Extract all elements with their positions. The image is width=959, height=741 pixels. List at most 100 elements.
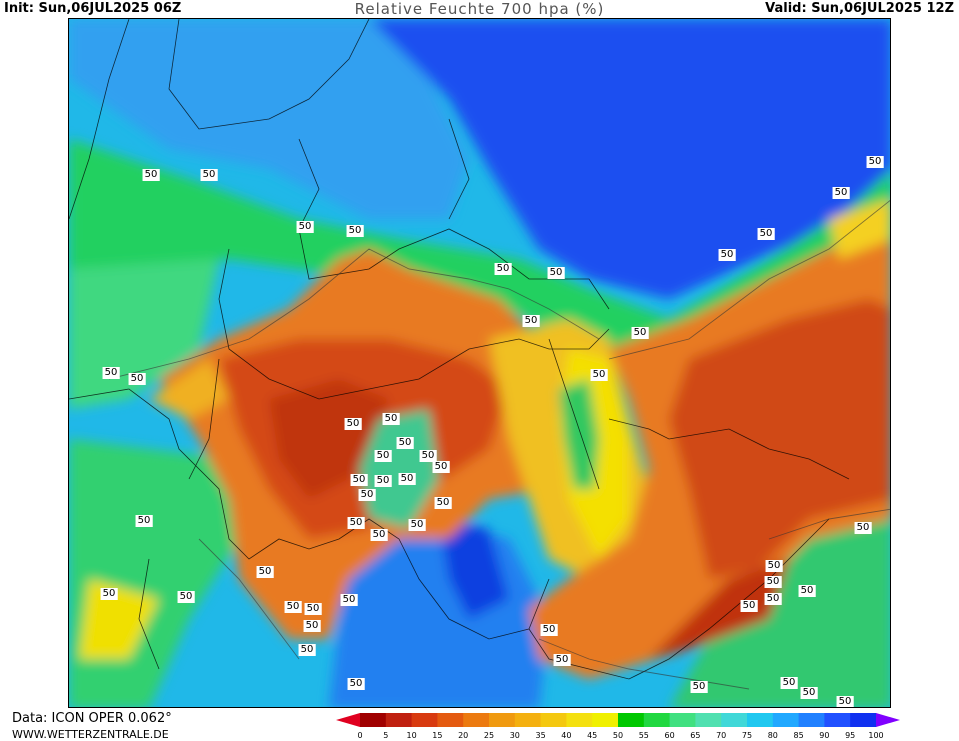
contour-label: 50 (494, 263, 512, 275)
scale-tick-label: 60 (664, 731, 675, 740)
scale-swatch (643, 713, 671, 727)
data-source-label: Data: ICON OPER 0.062° (12, 711, 172, 726)
borders (69, 19, 850, 680)
scale-tick-label: 100 (868, 731, 884, 740)
contour-label: 50 (256, 566, 274, 578)
scale-tick-label: 15 (432, 731, 443, 740)
scale-swatch (772, 713, 800, 727)
contour-label: 50 (434, 497, 452, 509)
contour-label: 50 (547, 267, 565, 279)
scale-swatch (514, 713, 542, 727)
contour-label: 50 (866, 156, 884, 168)
valid-time-label: Valid: Sun,06JUL2025 12Z (765, 1, 954, 16)
init-time-label: Init: Sun,06JUL2025 06Z (4, 1, 182, 16)
contour-label: 50 (764, 576, 782, 588)
scale-swatch (489, 713, 516, 727)
scale-tick-label: 45 (587, 731, 598, 740)
humidity-map: 50 50 50 50 50 50 50 50 50 50 50 50 50 5… (68, 18, 891, 708)
contour-label: 50 (340, 594, 358, 606)
contour-label: 50 (303, 620, 321, 632)
scale-swatch (385, 713, 413, 727)
humidity-field (69, 19, 890, 707)
scale-tick-label: 80 (767, 731, 778, 740)
scale-tick-label: 20 (458, 731, 469, 740)
contour-label: 50 (304, 603, 322, 615)
contour-label: 50 (553, 654, 571, 666)
contour-label: 50 (370, 529, 388, 541)
contour-label: 50 (374, 450, 392, 462)
scale-tick-label: 65 (690, 731, 701, 740)
contour-label: 50 (419, 450, 437, 462)
contour-label: 50 (765, 560, 783, 572)
color-scale: 0 5 10 15 20 25 30 35 40 45 50 55 60 65 70 75 80 85 90 95 10… (336, 713, 956, 741)
scale-tick-label: 10 (406, 731, 417, 740)
scale-swatch (566, 713, 593, 727)
scale-overflow-arrow (876, 713, 900, 727)
contour-label: 50 (757, 228, 775, 240)
contour-label: 50 (200, 169, 218, 181)
scale-swatch (463, 713, 490, 727)
contour-label: 50 (347, 517, 365, 529)
scale-tick-label: 40 (561, 731, 572, 740)
contour-label: 50 (102, 367, 120, 379)
scale-tick-label: 25 (483, 731, 495, 740)
scale-tick-label: 85 (793, 731, 804, 740)
contour-label: 50 (832, 187, 850, 199)
contour-label: 50 (408, 519, 426, 531)
scale-swatch (850, 713, 877, 727)
contour-label: 50 (344, 418, 362, 430)
contour-label: 50 (690, 681, 708, 693)
scale-tick-label: 75 (741, 731, 753, 740)
scale-swatch (437, 713, 464, 727)
contour-label: 50 (740, 600, 758, 612)
contour-label: 50 (780, 677, 798, 689)
scale-tick-label: 30 (509, 731, 520, 740)
scale-tick-label: 95 (845, 731, 856, 740)
scale-tick-label: 90 (819, 731, 830, 740)
scale-tick-label: 70 (716, 731, 727, 740)
contour-label: 50 (374, 475, 392, 487)
contour-label: 50 (128, 373, 146, 385)
scale-tick-label: 55 (638, 731, 649, 740)
scale-swatch (540, 713, 567, 727)
contour-label: 50 (800, 687, 818, 699)
contour-lines (108, 200, 890, 690)
contour-label: 50 (298, 644, 316, 656)
contour-label: 50 (177, 591, 195, 603)
contour-label: 50 (135, 515, 153, 527)
website-label: WWW.WETTERZENTRALE.DE (12, 728, 169, 741)
contour-label: 50 (590, 369, 608, 381)
color-scale-bar (336, 713, 900, 727)
scale-underflow-arrow (336, 713, 360, 727)
scale-swatch (721, 713, 748, 727)
scale-swatch (695, 713, 722, 727)
contour-label: 50 (836, 696, 854, 707)
map-title: Relative Feuchte 700 hpa (%) (354, 0, 605, 18)
contour-label: 50 (350, 474, 368, 486)
contour-label: 50 (100, 588, 118, 600)
scale-swatch (669, 713, 696, 727)
scale-tick-label: 0 (357, 731, 363, 740)
contour-label: 50 (718, 249, 736, 261)
scale-swatch (618, 713, 645, 727)
contour-label: 50 (346, 225, 364, 237)
scale-tick-label: 5 (383, 731, 389, 740)
contour-label: 50 (398, 473, 416, 485)
contour-label: 50 (284, 601, 302, 613)
contour-label: 50 (854, 522, 872, 534)
contour-label: 50 (631, 327, 649, 339)
scale-swatch (798, 713, 825, 727)
contour-label: 50 (764, 593, 782, 605)
scale-swatch (592, 713, 619, 727)
scale-swatch (747, 713, 774, 727)
contour-label: 50 (382, 413, 400, 425)
scale-swatch (824, 713, 851, 727)
contour-label: 50 (522, 315, 540, 327)
contour-label: 50 (396, 437, 414, 449)
contour-label: 50 (540, 624, 558, 636)
contour-label: 50 (798, 585, 816, 597)
scale-swatch (411, 713, 438, 727)
contour-label: 50 (296, 221, 314, 233)
scale-tick-label: 50 (612, 731, 624, 740)
scale-swatch (360, 713, 387, 727)
